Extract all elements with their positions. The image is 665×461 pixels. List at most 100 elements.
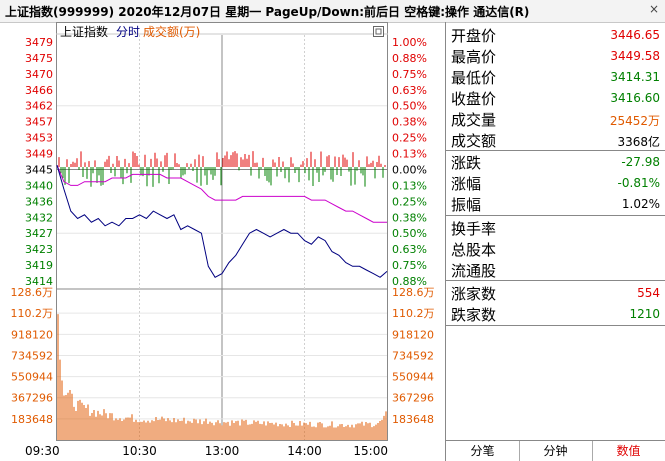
chart-name: 上证指数 [60, 24, 108, 39]
stat-up-count-value: 554 [637, 286, 660, 300]
volume-tick-label: 918120 [11, 328, 53, 341]
percent-tick-label: 0.38% [392, 116, 427, 129]
volume-tick-label-right: 918120 [392, 328, 434, 341]
price-tick-label: 3453 [25, 132, 53, 145]
title-bar: 上证指数(999999) 2020年12月07日 星期一 PageUp/Down… [0, 0, 665, 23]
percent-tick-label: 0.38% [392, 211, 427, 224]
price-tick-label: 3475 [25, 52, 53, 65]
tab-minutes[interactable]: 分钟 [519, 441, 593, 461]
chart-mode-tab[interactable]: 分时 [116, 25, 140, 39]
price-line [56, 165, 388, 278]
stat-high-value: 3449.58 [610, 49, 660, 63]
time-tick-label: 15:00 [353, 444, 388, 458]
breadth-bars [58, 151, 386, 187]
close-icon[interactable]: × [648, 2, 660, 16]
volume-bars [57, 314, 387, 440]
volume-label: 成交额(万) [143, 24, 200, 39]
stat-change-pct-value: -0.81% [617, 176, 660, 190]
intraday-chart[interactable]: 上证指数 分时 成交额(万) 3479347534703466346234573… [0, 22, 445, 460]
stat-amount: 成交额 3368亿 [451, 132, 660, 150]
volume-tick-label: 367296 [11, 392, 53, 405]
percent-tick-label: 0.13% [392, 179, 427, 192]
stat-high: 最高价 3449.58 [451, 48, 660, 66]
stats-panel: 开盘价 3446.65 最高价 3449.58 最低价 3414.31 收盘价 3416… [445, 22, 665, 440]
stat-change: 涨跌 -27.98 [451, 154, 660, 172]
stats-divider [446, 215, 665, 216]
chart-frame [56, 22, 388, 441]
grid [57, 35, 387, 440]
price-tick-label: 3479 [25, 36, 53, 49]
percent-tick-label: 0.88% [392, 275, 427, 288]
volume-tick-label-right: 367296 [392, 392, 434, 405]
volume-tick-label: 128.6万 [11, 286, 54, 299]
price-tick-label: 3462 [25, 100, 53, 113]
volume-axis: 128.6万 128.6万 110.2万 110.2万 918120 918120 7345… [11, 286, 435, 426]
percent-tick-label: 0.00% [392, 163, 427, 176]
time-tick-label: 13:00 [205, 444, 240, 458]
volume-tick-label-right: 183648 [392, 413, 434, 426]
percent-tick-label: 0.88% [392, 52, 427, 65]
price-tick-label: 3470 [25, 68, 53, 81]
stat-low: 最低价 3414.31 [451, 69, 660, 87]
price-tick-label: 3427 [25, 227, 53, 240]
price-tick-label: 3466 [25, 84, 53, 97]
volume-tick-label-right: 734592 [392, 349, 434, 362]
price-tick-label: 3436 [25, 195, 53, 208]
volume-tick-label-right: 110.2万 [392, 307, 435, 320]
price-tick-label: 3457 [25, 116, 53, 129]
bottom-tabs: 分笔 分钟 数值 [445, 440, 665, 461]
stat-amount-value: 3368亿 [617, 135, 660, 149]
time-tick-label: 09:30 [25, 444, 60, 458]
stat-down-count: 跌家数 1210 [451, 306, 660, 324]
stat-down-count-value: 1210 [629, 307, 660, 321]
price-tick-label: 3440 [25, 179, 53, 192]
time-axis: 09:30 10:30 13:00 14:00 15:00 [25, 444, 388, 458]
stat-close-value: 3416.60 [610, 91, 660, 105]
percent-tick-label: 0.75% [392, 68, 427, 81]
price-tick-label: 3445 [25, 163, 53, 176]
stat-volume-value: 25452万 [609, 114, 660, 128]
stat-up-count: 涨家数 554 [451, 285, 660, 303]
stat-volume: 成交量 25452万 [451, 111, 660, 129]
settings-icon[interactable] [373, 26, 384, 37]
volume-tick-label-right: 128.6万 [392, 286, 435, 299]
stat-open-value: 3446.65 [610, 28, 660, 42]
percent-tick-label: 1.00% [392, 36, 427, 49]
stat-open: 开盘价 3446.65 [451, 27, 660, 45]
percent-axis: 1.00% 0.88% 0.75% 0.63% 0.50% 0.38% 0.25% 0.13%… [392, 36, 427, 288]
tab-ticks[interactable]: 分笔 [446, 441, 520, 461]
percent-tick-label: 0.50% [392, 100, 427, 113]
stat-total-shares: 总股本 [451, 241, 497, 259]
stat-close: 收盘价 3416.60 [451, 90, 660, 108]
stat-change-pct: 涨幅 -0.81% [451, 175, 660, 193]
stat-float-shares: 流通股 [451, 262, 497, 280]
percent-tick-label: 0.25% [392, 195, 427, 208]
percent-tick-label: 0.63% [392, 243, 427, 256]
time-tick-label: 14:00 [287, 444, 322, 458]
volume-tick-label: 110.2万 [11, 307, 54, 320]
price-tick-label: 3414 [25, 275, 53, 288]
stats-divider [446, 325, 665, 326]
percent-tick-label: 0.63% [392, 84, 427, 97]
time-tick-label: 10:30 [122, 444, 157, 458]
volume-tick-label: 183648 [11, 413, 53, 426]
stat-amplitude: 振幅 1.02% [451, 196, 660, 214]
price-tick-label: 3432 [25, 211, 53, 224]
percent-tick-label: 0.13% [392, 148, 427, 161]
price-tick-label: 3423 [25, 243, 53, 256]
stat-change-value: -27.98 [621, 155, 660, 169]
percent-tick-label: 0.75% [392, 259, 427, 272]
stat-amplitude-value: 1.02% [621, 197, 660, 211]
stats-divider [446, 280, 665, 281]
price-tick-label: 3449 [25, 148, 53, 161]
stats-divider [446, 150, 665, 151]
percent-tick-label: 0.50% [392, 227, 427, 240]
volume-tick-label-right: 550944 [392, 371, 434, 384]
volume-tick-label: 550944 [11, 371, 53, 384]
price-axis: 3479 3475 3470 3466 3462 3457 3453 3449 3445 3440… [25, 36, 53, 288]
tab-values[interactable]: 数值 [616, 444, 641, 458]
window-title: 上证指数(999999) 2020年12月07日 星期一 PageUp/Down… [5, 5, 530, 19]
volume-tick-label: 734592 [11, 349, 53, 362]
stat-low-value: 3414.31 [610, 70, 660, 84]
avg-price-line [56, 165, 387, 223]
